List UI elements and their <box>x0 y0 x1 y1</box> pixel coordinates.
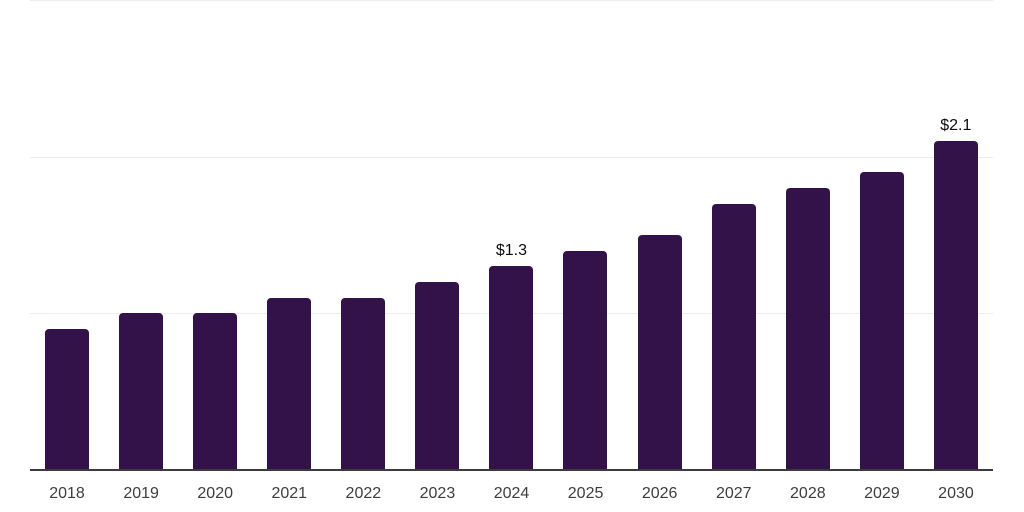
bar-2022 <box>341 297 386 470</box>
x-tick-label-2022: 2022 <box>345 485 382 502</box>
bar-2023 <box>415 282 460 470</box>
bar-2026 <box>637 235 682 470</box>
x-tick-label-2021: 2021 <box>271 485 308 502</box>
x-tick-label-2028: 2028 <box>790 485 826 502</box>
data-label-2024: $1.3 <box>495 242 527 260</box>
bar-2025 <box>563 250 608 470</box>
data-label-2030: $2.1 <box>940 117 972 134</box>
x-tick-label-2026: 2026 <box>641 485 678 502</box>
gridline-3 <box>30 0 993 1</box>
x-axis-line <box>30 469 993 471</box>
x-tick-label-2029: 2029 <box>864 485 900 502</box>
bar-2019 <box>119 313 164 470</box>
bar-2018 <box>45 329 90 470</box>
x-tick-label-2030: 2030 <box>938 485 974 502</box>
gridline-2 <box>30 156 993 158</box>
bar-2024: $1.3 <box>489 242 534 470</box>
x-tick-label-2020: 2020 <box>197 485 233 502</box>
bar-2029 <box>859 172 904 470</box>
x-axis-labels: 2018 2019 2020 2021 2022 2023 2024 2025 2026 2027… <box>30 485 993 503</box>
x-tick-label-2018: 2018 <box>49 485 85 502</box>
bar-2027 <box>711 203 756 470</box>
bars: $1.3 $2.1 <box>30 0 993 470</box>
x-tick-label-2019: 2019 <box>123 485 159 502</box>
plot-area: $1.3 $2.1 <box>30 0 993 471</box>
bar-2028 <box>785 188 830 470</box>
bar-2021 <box>267 297 312 470</box>
x-tick-label-2024: 2024 <box>493 485 530 502</box>
bar-2020 <box>193 313 238 470</box>
x-tick-label-2023: 2023 <box>419 485 456 502</box>
x-tick-label-2025: 2025 <box>567 485 604 502</box>
x-tick-label-2027: 2027 <box>715 485 752 502</box>
bar-2030: $2.1 <box>933 117 978 470</box>
